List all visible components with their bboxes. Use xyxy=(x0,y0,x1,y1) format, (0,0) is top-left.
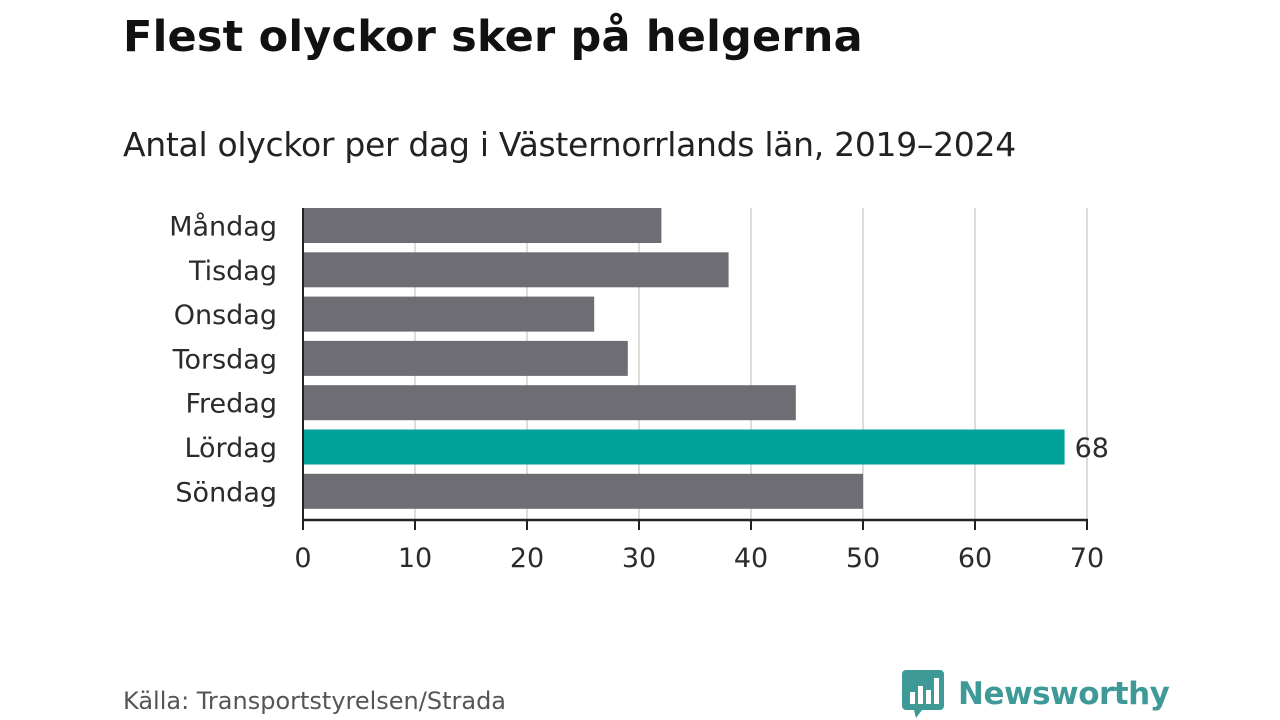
bar xyxy=(303,296,595,332)
brand-name: Newsworthy xyxy=(958,676,1170,712)
x-tick-label: 10 xyxy=(398,543,432,574)
chart-title: Flest olyckor sker på helgerna xyxy=(123,12,863,62)
x-tick-label: 70 xyxy=(1070,543,1104,574)
bar xyxy=(303,252,729,288)
value-labels: 68 xyxy=(1075,433,1109,464)
x-tick-label: 30 xyxy=(622,543,656,574)
bar xyxy=(303,208,662,243)
bar-chart: Måndag Tisdag Onsdag Torsdag Fredag Lördag Sön… xyxy=(169,208,1109,574)
source-note: Källa: Transportstyrelsen/Strada xyxy=(123,687,507,715)
x-tick-label: 50 xyxy=(846,543,880,574)
category-label: Fredag xyxy=(185,389,277,420)
category-label: Torsdag xyxy=(172,344,277,375)
bar-highlight xyxy=(303,429,1065,465)
bar xyxy=(303,473,863,509)
category-label: Söndag xyxy=(175,477,277,508)
category-label: Onsdag xyxy=(174,300,277,331)
brand: Newsworthy xyxy=(902,670,1170,718)
x-tick-label: 20 xyxy=(510,543,544,574)
category-label: Tisdag xyxy=(188,256,277,287)
category-labels: Måndag Tisdag Onsdag Torsdag Fredag Lördag Sön… xyxy=(169,212,277,509)
data-label: 68 xyxy=(1075,433,1109,464)
category-label: Lördag xyxy=(184,433,277,464)
bar xyxy=(303,385,796,421)
newsworthy-logo-icon xyxy=(902,670,944,718)
bars xyxy=(303,208,1065,509)
bar xyxy=(303,340,628,376)
x-axis: 0 10 20 30 40 50 60 70 xyxy=(294,208,1104,574)
x-tick-label: 60 xyxy=(958,543,992,574)
category-label: Måndag xyxy=(169,212,277,243)
x-tick-label: 0 xyxy=(294,543,311,574)
x-tick-label: 40 xyxy=(734,543,768,574)
chart-subtitle: Antal olyckor per dag i Västernorrlands … xyxy=(123,125,1016,164)
